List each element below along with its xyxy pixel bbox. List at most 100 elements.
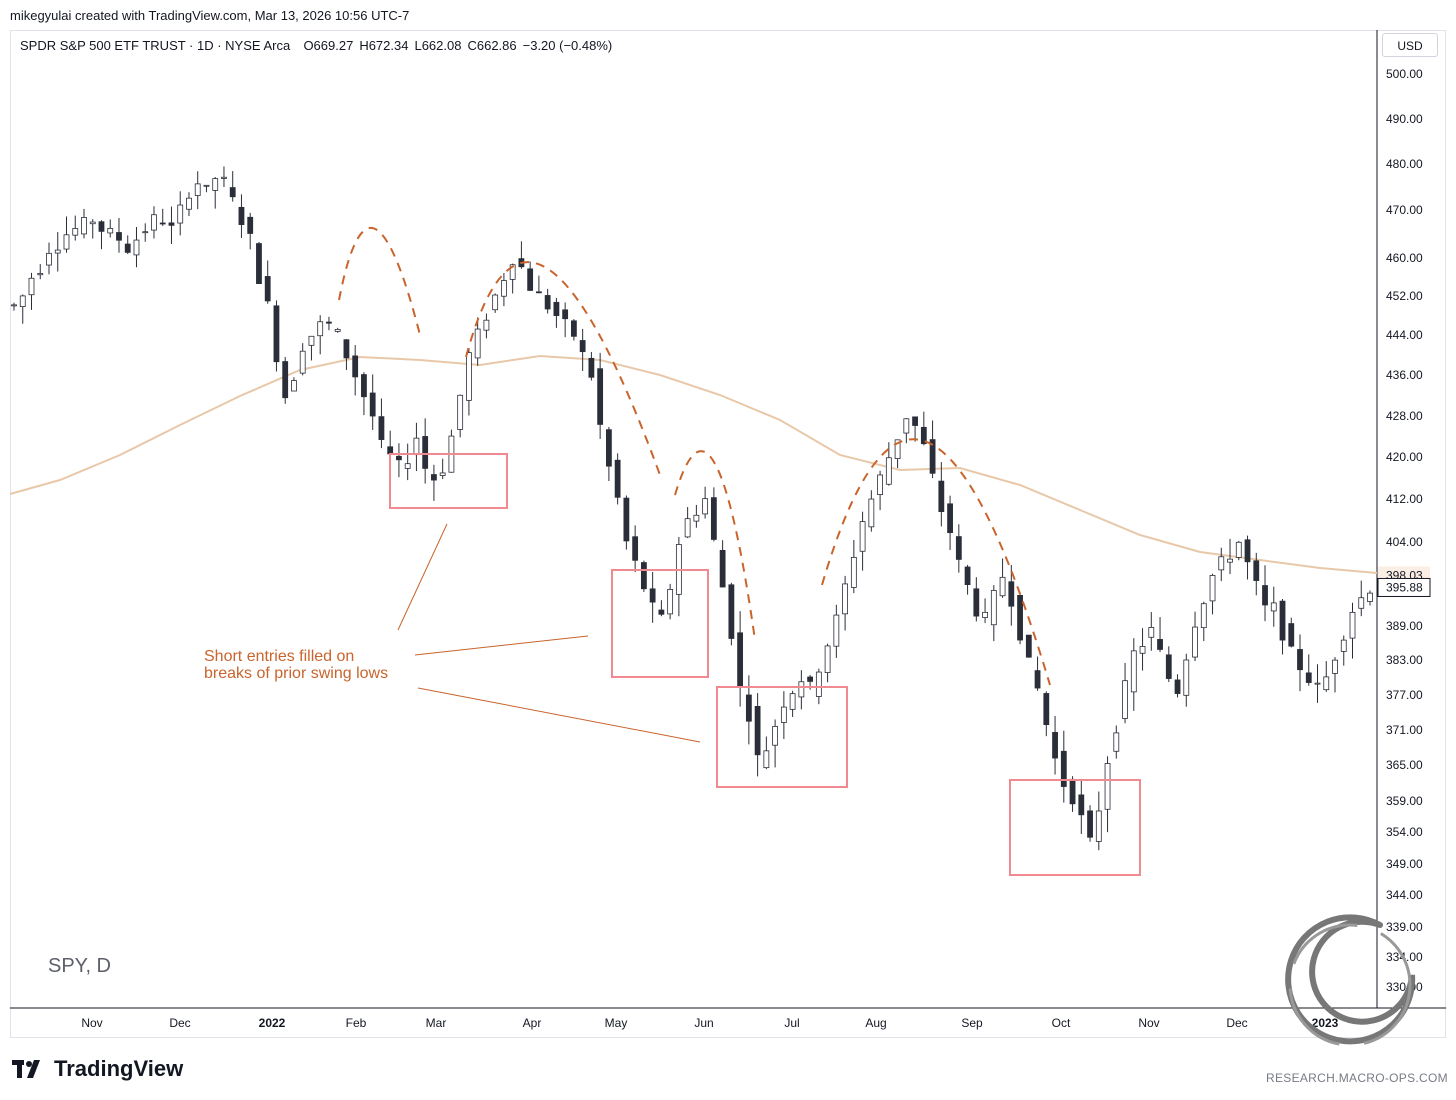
candle-body [1314,682,1321,685]
candle-body [894,439,901,460]
candle-body [186,197,192,210]
candle-body [1270,602,1277,612]
y-tick-label: 371.00 [1386,723,1423,737]
candle-body [133,239,140,256]
candle-body [754,706,761,756]
candle-body [264,276,271,302]
candle-body [291,380,297,392]
candle-body [509,264,516,280]
candle-body [1008,581,1015,607]
candle-body [326,321,332,324]
candle-body [570,320,577,337]
candle-body [317,321,324,337]
candle-body [483,319,490,331]
candle-body [282,361,289,399]
candle-body [352,355,359,378]
candle-body [955,536,962,560]
y-tick-label: 460.00 [1386,251,1423,265]
y-tick-label: 436.00 [1386,368,1423,382]
legend-low: L662.08 [414,38,462,53]
y-tick-label: 490.00 [1386,112,1423,126]
x-tick-label: Nov [1138,1016,1159,1030]
candle-body [702,498,709,515]
annotation-pointer-line [417,687,701,743]
legend-open: O669.27 [303,38,354,53]
y-tick-label: 404.00 [1386,535,1423,549]
legend-close: C662.86 [467,38,517,53]
candle-body [640,562,647,590]
candle-body [72,228,79,236]
research-credit: RESEARCH.MACRO-OPS.COM [1266,1071,1448,1085]
y-tick-label: 480.00 [1386,157,1423,171]
candle-body [982,611,988,618]
candle-body [63,234,70,250]
candle-body [737,632,744,687]
candle-body [81,217,87,235]
swing-high-arc [674,450,756,641]
candle-body [396,455,402,461]
candle-body [605,429,612,467]
candle-body [273,305,280,363]
candle-body [334,329,341,332]
candle-body [964,566,971,586]
candle-body [1227,558,1233,563]
swing-low-break-box [716,686,848,788]
candle-body [107,228,114,234]
annotation-line-1: Short entries filled on [204,648,355,665]
y-tick-label: 428.00 [1386,409,1423,423]
candle-body [387,446,394,455]
candle-body [46,252,52,266]
candle-body [404,463,411,469]
x-tick-label: Jul [784,1016,799,1030]
candle-body [1148,627,1155,638]
candle-body [1288,623,1295,647]
symbol-legend: SPDR S&P 500 ETF TRUST · 1D · NYSE Arca … [20,38,618,53]
candle-body [168,222,175,226]
annotation-line-2: breaks of prior swing lows [204,665,389,682]
candle-body [536,291,542,294]
y-tick-label: 420.00 [1386,450,1423,464]
moving-average-line [9,354,1378,574]
chart-frame[interactable] [10,30,1446,1038]
candle-body [544,295,551,310]
candle-body [1104,763,1111,810]
candle-body [1087,810,1093,838]
candle-body [1060,750,1067,787]
tradingview-brand[interactable]: TradingView [12,1056,183,1082]
candle-body [124,243,131,253]
candle-body [579,340,586,353]
x-tick-label: Sep [961,1016,983,1030]
candle-body [159,222,166,225]
candle-body [212,178,219,191]
currency-selector[interactable]: USD [1382,33,1438,57]
x-tick-label: Dec [1226,1016,1247,1030]
candle-body [929,439,936,474]
x-tick-label: Nov [81,1016,102,1030]
candle-body [37,273,44,276]
candle-body [142,231,149,234]
candle-body [527,268,534,291]
candle-body [361,374,367,398]
candle-body [177,204,184,224]
candle-body [369,392,376,417]
candle-body [1253,560,1260,581]
candle-body [710,497,717,540]
candle-body [1095,810,1102,842]
candle-body [492,294,499,311]
x-tick-label: 2023 [1312,1016,1339,1030]
candle-body [780,706,787,723]
candle-body [1262,585,1268,606]
candle-body [1174,679,1181,694]
y-tick-label: 377.00 [1386,688,1423,702]
candle-body [466,352,472,401]
candle-body [920,426,927,445]
candle-body [885,457,892,485]
candle-body [842,583,848,615]
candle-body [947,503,953,534]
symbol-watermark: SPY, D [48,955,111,977]
candle-body [501,280,507,297]
candle-body [1297,649,1303,671]
candle-body [247,216,254,234]
candle-body [763,750,770,769]
